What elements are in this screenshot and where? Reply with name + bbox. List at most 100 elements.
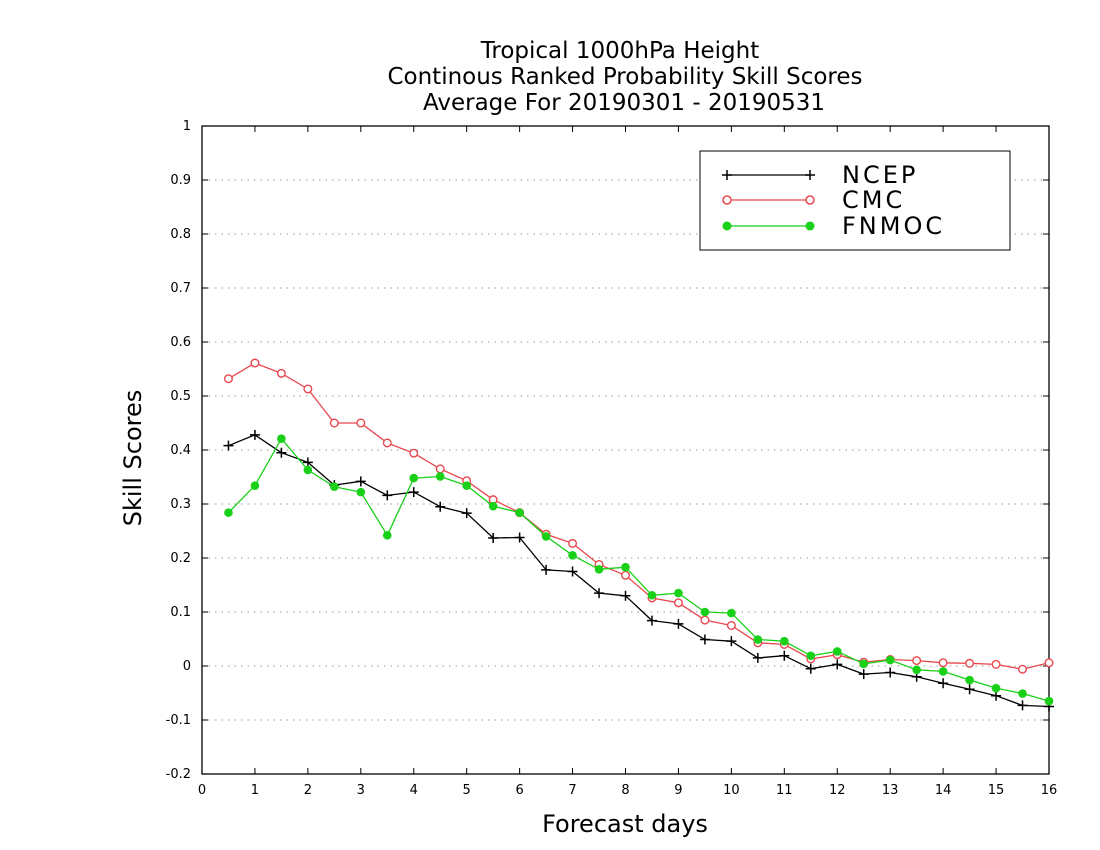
x-tick-label: 2	[304, 783, 312, 798]
point-fnmoc	[859, 659, 869, 669]
y-tick-label: 0.5	[170, 389, 191, 404]
y-tick-label: 0.8	[170, 227, 191, 242]
point-ncep	[382, 490, 393, 501]
point-fnmoc	[224, 508, 233, 517]
point-cmc	[276, 368, 286, 378]
legend-marker-fnmoc-left	[722, 221, 732, 231]
title-line-3: Average For 20190301 - 20190531	[423, 90, 825, 116]
chart-title: Tropical 1000hPa Height Continous Ranked…	[387, 38, 862, 116]
point-ncep	[858, 669, 869, 680]
y-tick-label: 0	[183, 659, 191, 674]
point-ncep	[461, 508, 472, 519]
title-line-1: Tropical 1000hPa Height	[480, 38, 760, 64]
point-ncep	[249, 429, 260, 440]
point-fnmoc	[277, 434, 286, 443]
point-fnmoc	[488, 501, 498, 511]
legend-label-fnmoc: FNMOC	[842, 212, 945, 240]
point-ncep	[408, 487, 419, 498]
y-tick-label: 0.1	[170, 605, 191, 620]
point-cmc	[673, 598, 683, 608]
x-tick-label: 16	[1041, 783, 1058, 798]
x-axis-label: Forecast days	[542, 810, 708, 838]
point-cmc	[223, 374, 233, 384]
point-fnmoc	[303, 465, 313, 475]
point-fnmoc	[674, 588, 683, 598]
point-cmc	[568, 538, 578, 548]
point-fnmoc	[753, 635, 763, 644]
point-cmc	[700, 615, 710, 625]
y-tick-label: 0.9	[170, 173, 191, 188]
point-ncep	[646, 615, 657, 626]
y-tick-label: 0.3	[170, 497, 191, 512]
point-fnmoc	[382, 531, 392, 540]
point-fnmoc	[541, 532, 551, 541]
title-line-2: Continous Ranked Probability Skill Score…	[387, 64, 862, 90]
point-fnmoc	[409, 473, 419, 483]
point-cmc	[303, 384, 313, 394]
point-fnmoc	[462, 481, 471, 490]
legend-marker-ncep-right	[805, 170, 815, 180]
y-tick-label: -0.2	[166, 767, 191, 782]
y-axis-label: Skill Scores	[119, 390, 147, 527]
point-ncep	[567, 566, 578, 577]
legend-label-ncep: NCEP	[842, 161, 918, 189]
legend-marker-fnmoc-right	[805, 221, 815, 231]
point-ncep	[779, 650, 790, 661]
point-fnmoc	[991, 683, 1001, 693]
point-ncep	[355, 476, 366, 487]
legend-marker-cmc-right	[805, 195, 815, 205]
x-tick-label: 10	[723, 783, 740, 798]
point-fnmoc	[832, 647, 842, 656]
point-fnmoc	[1018, 689, 1027, 698]
point-ncep	[752, 652, 763, 663]
point-ncep	[488, 533, 499, 544]
point-ncep	[541, 564, 552, 575]
point-fnmoc	[621, 562, 630, 572]
point-fnmoc	[356, 487, 366, 497]
point-ncep	[435, 501, 446, 512]
point-fnmoc	[250, 481, 260, 490]
point-fnmoc	[885, 655, 895, 665]
point-ncep	[673, 618, 684, 629]
legend-item-fnmoc: FNMOC	[722, 212, 945, 240]
legend-marker-cmc-left	[722, 195, 732, 205]
point-ncep	[1017, 700, 1028, 711]
point-fnmoc	[594, 565, 604, 574]
point-ncep	[726, 636, 737, 647]
point-fnmoc	[965, 675, 974, 685]
x-tick-label: 9	[674, 783, 682, 798]
series-cmc	[223, 358, 1054, 674]
point-cmc	[1018, 664, 1028, 674]
point-ncep	[514, 532, 525, 543]
point-ncep	[620, 590, 631, 601]
point-cmc	[435, 464, 445, 474]
legend-item-ncep: NCEP	[722, 161, 918, 189]
x-tick-label: 0	[198, 783, 206, 798]
point-ncep	[938, 678, 949, 689]
point-cmc	[1044, 658, 1054, 668]
x-tick-label: 14	[935, 783, 952, 798]
point-cmc	[409, 448, 419, 458]
y-axis: -0.2 -0.1 0 0.1 0.2 0.3 0.4 0.5 0.6 0.7 0.8 0.9 1	[166, 119, 1049, 782]
x-tick-label: 12	[829, 783, 846, 798]
x-tick-label: 13	[882, 783, 899, 798]
point-cmc	[912, 656, 922, 666]
series-layer	[223, 358, 1054, 712]
point-cmc	[991, 659, 1001, 669]
series-line-cmc	[228, 362, 1050, 670]
y-tick-label: 1	[183, 119, 191, 134]
x-axis: 0 1 2 3 4 5 6 7 8 9 10 11 12 13 14 15 16	[198, 126, 1057, 798]
point-cmc	[726, 621, 736, 631]
point-fnmoc	[938, 667, 948, 676]
legend-marker-ncep-left	[722, 170, 732, 180]
legend: NCEP CMC FNMOC	[699, 150, 1011, 251]
legend-label-cmc: CMC	[842, 186, 905, 214]
point-fnmoc	[806, 651, 816, 661]
x-tick-label: 6	[515, 783, 523, 798]
x-tick-label: 15	[988, 783, 1005, 798]
point-cmc	[965, 658, 975, 668]
x-tick-label: 7	[568, 783, 576, 798]
point-ncep	[832, 659, 843, 670]
point-fnmoc	[727, 608, 736, 618]
